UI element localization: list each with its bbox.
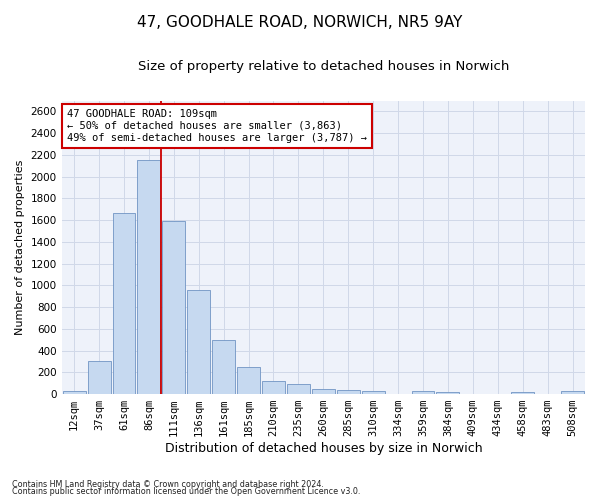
- Bar: [163, 221, 185, 394]
- Bar: [262, 381, 285, 394]
- Bar: [287, 384, 310, 394]
- Bar: [337, 390, 360, 394]
- Text: Contains HM Land Registry data © Crown copyright and database right 2024.: Contains HM Land Registry data © Crown c…: [12, 480, 324, 489]
- X-axis label: Distribution of detached houses by size in Norwich: Distribution of detached houses by size …: [164, 442, 482, 455]
- Bar: [561, 392, 584, 394]
- Text: 47, GOODHALE ROAD, NORWICH, NR5 9AY: 47, GOODHALE ROAD, NORWICH, NR5 9AY: [137, 15, 463, 30]
- Bar: [113, 212, 136, 394]
- Bar: [312, 388, 335, 394]
- Text: 47 GOODHALE ROAD: 109sqm
← 50% of detached houses are smaller (3,863)
49% of sem: 47 GOODHALE ROAD: 109sqm ← 50% of detach…: [67, 110, 367, 142]
- Bar: [88, 362, 110, 394]
- Title: Size of property relative to detached houses in Norwich: Size of property relative to detached ho…: [137, 60, 509, 73]
- Bar: [212, 340, 235, 394]
- Text: Contains public sector information licensed under the Open Government Licence v3: Contains public sector information licen…: [12, 487, 361, 496]
- Bar: [412, 392, 434, 394]
- Bar: [436, 392, 460, 394]
- Bar: [511, 392, 534, 394]
- Bar: [137, 160, 160, 394]
- Bar: [187, 290, 210, 394]
- Y-axis label: Number of detached properties: Number of detached properties: [15, 160, 25, 335]
- Bar: [62, 392, 86, 394]
- Bar: [237, 368, 260, 394]
- Bar: [362, 392, 385, 394]
